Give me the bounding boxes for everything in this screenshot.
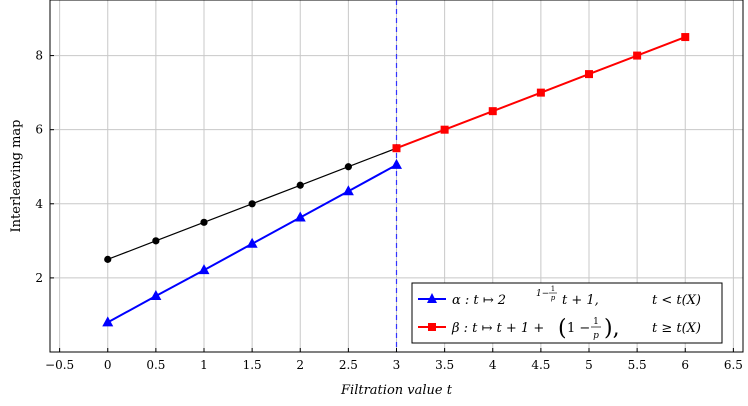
data-point bbox=[294, 211, 306, 222]
legend-alpha-cond: t < t(X) bbox=[652, 293, 701, 308]
data-point bbox=[633, 51, 642, 60]
legend-alpha-suffix: t + 1, bbox=[562, 293, 599, 308]
data-point bbox=[681, 33, 690, 42]
data-point bbox=[344, 163, 352, 171]
data-point bbox=[246, 237, 258, 248]
x-tick-label: 3 bbox=[393, 358, 401, 372]
legend-beta-marker bbox=[428, 323, 436, 331]
data-point bbox=[152, 237, 160, 245]
y-tick-label: 8 bbox=[35, 49, 43, 63]
x-tick-label: 1.5 bbox=[243, 358, 262, 372]
data-point bbox=[198, 264, 210, 275]
x-tick-label: 1 bbox=[200, 358, 208, 372]
data-point bbox=[104, 255, 112, 263]
x-tick-label: 2 bbox=[296, 358, 304, 372]
data-point bbox=[200, 218, 208, 226]
legend-beta-frac-num: 1 bbox=[593, 317, 599, 327]
y-tick-label: 2 bbox=[35, 271, 43, 285]
series-group bbox=[102, 33, 690, 327]
y-axis-label: Interleaving map bbox=[9, 120, 24, 233]
data-point bbox=[536, 88, 545, 97]
data-point bbox=[392, 144, 401, 153]
legend-alpha-frac-den: p bbox=[551, 294, 556, 302]
x-tick-label: 0.5 bbox=[146, 358, 165, 372]
x-tick-label: 4 bbox=[489, 358, 497, 372]
legend-alpha-prefix: α : t ↦ 2 bbox=[452, 293, 506, 308]
x-tick-label: 6 bbox=[681, 358, 689, 372]
series-circle bbox=[104, 144, 401, 263]
legend-beta-prefix: β : t ↦ t + 1 + bbox=[451, 321, 544, 336]
data-point bbox=[342, 185, 354, 196]
legend-alpha-frac-num: 1 bbox=[551, 285, 555, 293]
series-triangle bbox=[102, 158, 402, 327]
x-tick-label: 0 bbox=[104, 358, 112, 372]
data-point bbox=[150, 290, 162, 301]
data-point bbox=[102, 316, 114, 327]
legend-beta-cond: t ≥ t(X) bbox=[652, 321, 701, 336]
y-tick-label: 4 bbox=[35, 197, 43, 211]
x-tick-label: 6.5 bbox=[724, 358, 743, 372]
legend-alpha-exp: 1− bbox=[536, 289, 549, 299]
x-tick-label: −0.5 bbox=[45, 358, 74, 372]
x-tick-label: 2.5 bbox=[339, 358, 358, 372]
data-point bbox=[248, 200, 256, 208]
x-tick-label: 4.5 bbox=[531, 358, 550, 372]
legend-beta-close: ), bbox=[604, 316, 620, 341]
data-point bbox=[391, 158, 402, 169]
legend-beta-frac-den: p bbox=[593, 331, 599, 341]
legend-beta-one-minus: 1 − bbox=[567, 321, 590, 336]
x-tick-label: 3.5 bbox=[435, 358, 454, 372]
series-square bbox=[392, 33, 690, 153]
ticks: −0.5 0 0.5 1 1.5 2 2.5 3 3.5 4 4.5 5 5.5 6 6.5 2 4 6 8 bbox=[35, 49, 743, 372]
data-point bbox=[296, 181, 304, 189]
y-tick-label: 6 bbox=[35, 123, 43, 137]
data-point bbox=[585, 70, 593, 79]
legend-box bbox=[411, 282, 723, 344]
x-tick-label: 5.5 bbox=[628, 358, 647, 372]
data-point bbox=[488, 107, 497, 116]
legend-alpha-marker bbox=[427, 293, 437, 303]
x-axis-label: Filtration value t bbox=[340, 383, 453, 398]
x-tick-label: 5 bbox=[585, 358, 593, 372]
legend-beta-open: ( bbox=[558, 316, 567, 341]
data-point bbox=[440, 125, 449, 134]
legend: α : t ↦ 2 1− 1 p t + 1, t < t(X) β : t ↦… bbox=[411, 282, 723, 344]
